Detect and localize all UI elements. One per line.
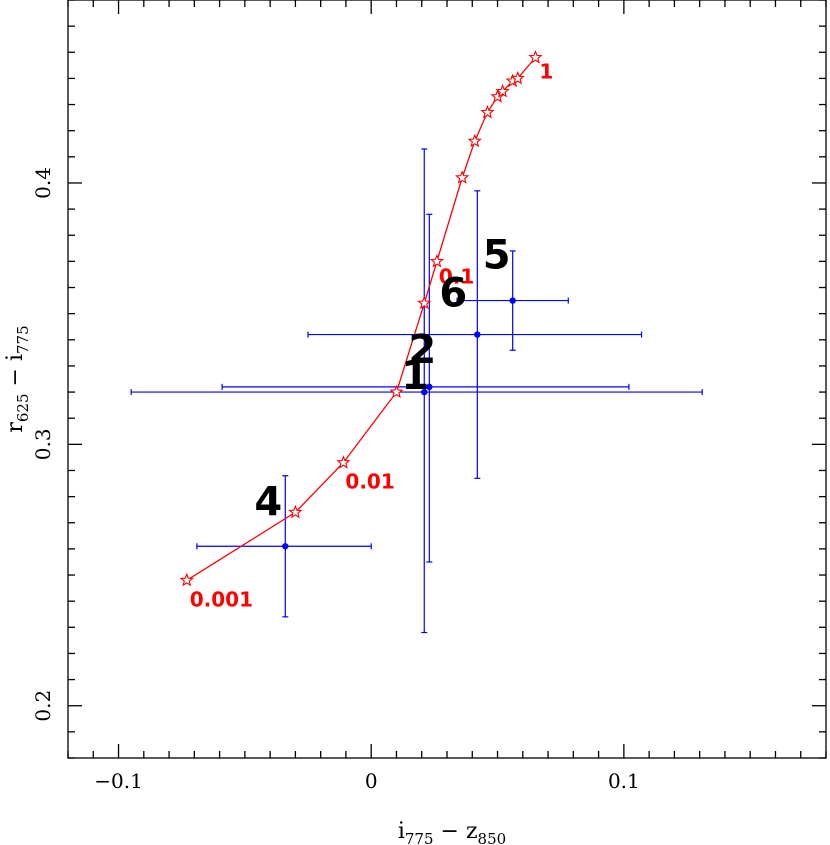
y-axis-label-sub1: 625 [14,393,32,422]
axis-ticks [67,0,827,759]
x-axis-label-band2: z [466,819,478,844]
y-tick-label: 0.3 [31,428,55,460]
x-axis-label-dash: − [434,819,466,844]
point-label-6: 6 [439,271,467,317]
data-point-6 [307,190,643,479]
data-point-marker [282,543,289,550]
data-point-4 [196,475,372,618]
y-axis-label-sub2: 775 [14,325,32,354]
track-line [186,57,536,581]
track-label: 0.1 [439,264,474,288]
data-point-5 [456,250,569,351]
y-tick-label: 0.2 [31,690,55,722]
x-tick-label: 0 [365,769,378,793]
x-tick-label: 0.1 [608,769,640,793]
x-axis-label-band1: i [398,819,405,844]
plot-frame [67,0,827,759]
track-label: 1 [539,60,553,84]
track-star-marker [336,455,351,469]
data-point-1 [130,148,703,634]
data-point-marker [421,388,428,396]
data-point-2 [221,213,630,563]
track-star-marker [528,49,543,64]
y-axis-label: r625 − i775 [3,325,32,432]
track-star-marker [179,572,194,587]
track-label: 0.01 [345,470,394,494]
y-axis-label-band1: r [3,422,28,433]
track-star-marker [288,504,303,519]
y-axis-label-band2: i [3,354,28,361]
model-track [179,49,543,587]
track-star-marker [510,70,525,85]
data-point-marker [426,383,433,391]
x-axis-label: i775 − z850 [398,819,506,845]
data-point-marker [474,331,481,338]
x-axis-label-sub2: 850 [478,830,507,845]
track-star-marker [417,295,432,310]
track-star-marker [480,104,495,119]
track-star-marker [455,170,470,184]
x-axis-label-sub1: 775 [405,830,434,845]
track-star-marker [429,253,445,268]
error-bars [130,148,703,634]
track-star-marker [495,83,510,98]
track-star-marker [389,384,404,399]
data-point-marker [509,297,516,304]
y-tick-label: 0.4 [31,167,55,199]
y-axis-label-dash: − [3,361,28,393]
tick-labels: −0.1 0 0.1 0.2 0.3 0.4 [31,167,640,793]
point-label-1: 1 [401,353,429,399]
x-tick-label: −0.1 [94,769,143,793]
point-label-5: 5 [483,233,511,279]
point-label-4: 4 [254,479,282,525]
track-star-marker [467,133,482,148]
point-label-2: 2 [408,327,436,373]
track-label: 0.001 [190,587,253,611]
